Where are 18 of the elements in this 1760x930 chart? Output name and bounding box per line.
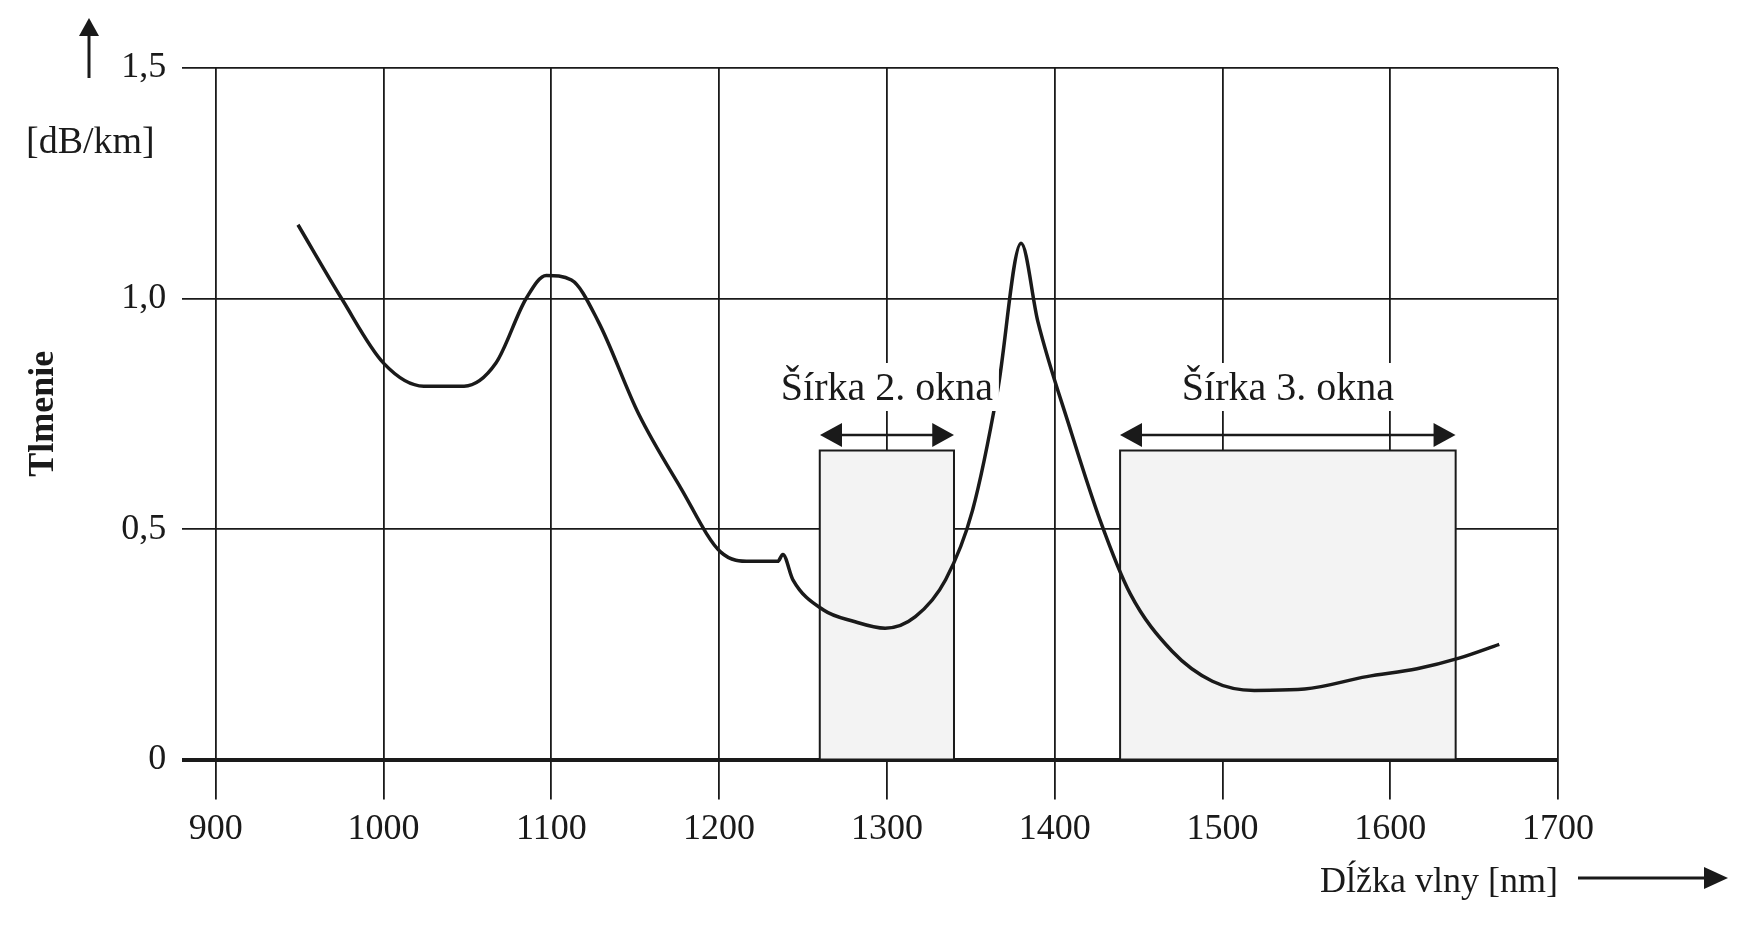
text: [dB/km] — [26, 118, 155, 161]
band-label: Šírka 2. okna — [774, 362, 999, 411]
x-tick-label: 1200 — [683, 806, 756, 847]
x-tick-label: 1700 — [1522, 806, 1594, 847]
y-tick-label: 0,5 — [121, 506, 167, 547]
x-tick-label: 1300 — [850, 806, 923, 847]
x-tick-label: 1400 — [1018, 806, 1091, 847]
x-tick-label: 1000 — [347, 806, 420, 847]
y-tick-label: 0 — [148, 737, 167, 778]
y-tick-label: 1,0 — [121, 275, 167, 316]
x-axis-title: Dĺžka vlny [nm] — [1320, 859, 1558, 900]
y-tick-label: 1,5 — [121, 45, 167, 86]
x-tick-label: 1100 — [515, 806, 587, 847]
x-tick-label: 1600 — [1354, 806, 1427, 847]
y-axis-title: Tlmenie — [20, 350, 61, 477]
band-label: Šírka 3. okna — [1175, 362, 1400, 411]
x-tick-label: 1500 — [1186, 806, 1259, 847]
x-tick-label: 900 — [188, 806, 243, 847]
